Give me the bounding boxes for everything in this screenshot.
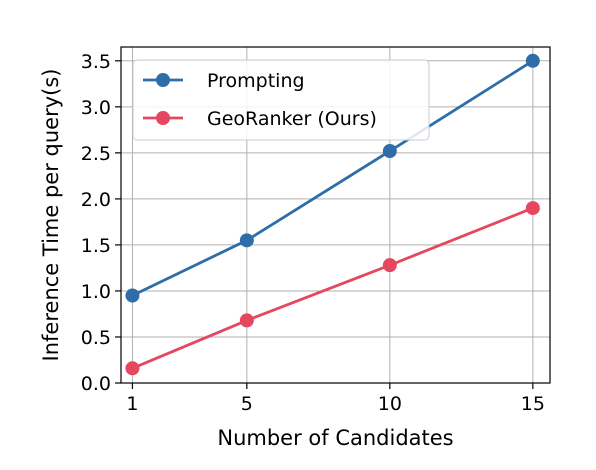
series-layer (125, 53, 540, 376)
y-axis-title: Inference Time per query(s) (39, 69, 63, 362)
series-line-0 (131, 59, 534, 297)
data-point (125, 288, 140, 303)
series-line-1 (131, 206, 534, 370)
x-axis-ticks: 1 5 10 15 (126, 383, 545, 415)
y-tick-label: 0.5 (81, 327, 111, 349)
legend-box (132, 59, 430, 141)
data-point (239, 233, 254, 248)
y-tick-label: 2.5 (81, 143, 111, 165)
data-point (382, 144, 397, 159)
legend-marker (156, 73, 170, 87)
legend-marker (156, 111, 170, 125)
data-point (525, 53, 540, 68)
y-tick-label: 0.0 (81, 373, 111, 395)
legend-label: GeoRanker (Ours) (207, 108, 377, 130)
y-axis-ticks: 0.0 0.5 1.0 1.5 2.0 2.5 3.0 3.5 (81, 51, 121, 395)
data-point (525, 201, 540, 216)
data-point (239, 313, 254, 328)
x-tick-label: 10 (378, 393, 402, 415)
legend: Prompting GeoRanker (Ours) (132, 59, 430, 141)
x-tick-label: 1 (126, 393, 138, 415)
y-tick-label: 3.5 (81, 51, 111, 73)
y-tick-label: 2.0 (81, 189, 111, 211)
y-tick-label: 1.5 (81, 235, 111, 257)
y-tick-label: 1.0 (81, 281, 111, 303)
y-tick-label: 3.0 (81, 97, 111, 119)
legend-label: Prompting (207, 70, 305, 92)
x-tick-label: 5 (241, 393, 253, 415)
x-tick-label: 15 (521, 393, 545, 415)
x-axis-title: Number of Candidates (217, 426, 453, 450)
data-point (382, 258, 397, 273)
plot-frame (120, 46, 551, 384)
data-point (125, 361, 140, 376)
